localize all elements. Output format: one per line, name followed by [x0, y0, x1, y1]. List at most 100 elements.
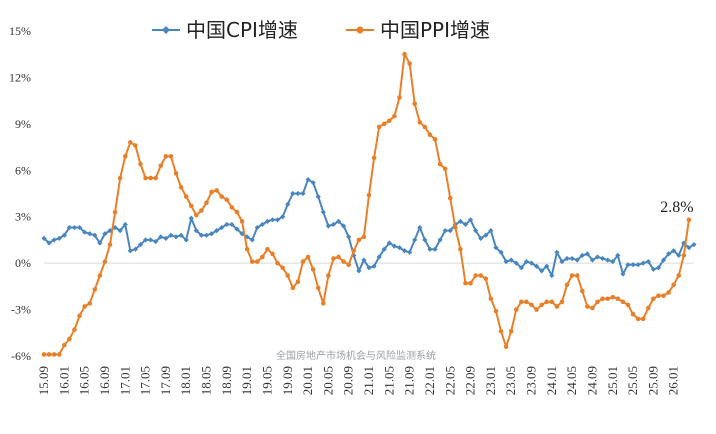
ppi-point — [204, 200, 209, 206]
ppi-point — [640, 316, 646, 322]
ppi-point — [138, 161, 143, 167]
cpi-point — [208, 231, 215, 237]
cpi-point — [320, 209, 326, 215]
x-tick-label: 21.01 — [361, 366, 376, 395]
cpi-point — [528, 260, 535, 266]
legend-marker-ppi — [356, 26, 364, 34]
cpi-point — [432, 246, 438, 252]
ppi-point — [478, 273, 484, 278]
cpi-point — [361, 257, 367, 263]
x-tick-label: 20.09 — [341, 366, 356, 395]
ppi-point — [305, 254, 311, 260]
ppi-point — [605, 296, 610, 302]
ppi-point — [366, 192, 372, 198]
ppi-point — [265, 246, 270, 252]
cpi-point — [579, 252, 585, 259]
ppi-point — [244, 246, 250, 252]
ppi-point — [92, 287, 98, 292]
cpi-point — [341, 223, 347, 229]
cpi-point — [422, 237, 428, 243]
ppi-point — [635, 316, 641, 322]
ppi-point — [610, 294, 616, 300]
cpi-point — [447, 228, 453, 234]
cpi-point — [173, 234, 179, 240]
cpi-point — [498, 249, 504, 255]
cpi-point — [295, 190, 301, 197]
ppi-point — [153, 175, 159, 181]
x-tick-label: 18.01 — [178, 366, 193, 395]
ppi-point — [473, 273, 478, 278]
cpi-point — [615, 252, 621, 259]
y-tick-label: 9% — [15, 117, 31, 131]
cpi-point — [254, 224, 260, 231]
ppi-point — [371, 155, 377, 161]
ppi-point — [46, 352, 52, 357]
cpi-point — [285, 201, 291, 207]
ppi-point — [402, 51, 407, 57]
cpi-point — [335, 218, 342, 224]
ppi-point — [97, 273, 103, 278]
x-tick-label: 16.09 — [97, 366, 112, 395]
series-cpi — [41, 176, 697, 279]
ppi-point — [285, 273, 291, 278]
cpi-point — [117, 228, 123, 234]
cpi-point — [56, 235, 62, 241]
ppi-point — [463, 280, 468, 286]
ppi-point — [214, 188, 219, 193]
ppi-point — [595, 299, 600, 305]
cpi-point — [168, 232, 174, 238]
ppi-point — [447, 195, 453, 201]
ppi-point — [107, 242, 113, 247]
legend-label-cpi: 中国CPI增速 — [186, 18, 298, 42]
cpi-point — [549, 272, 555, 279]
cpi-point — [229, 221, 235, 228]
x-tick-label: 25.05 — [625, 366, 640, 395]
cpi-point — [142, 237, 149, 243]
cpi-point — [523, 258, 530, 265]
legend-item-ppi: 中国PPI增速 — [346, 18, 490, 42]
cpi-point — [620, 271, 626, 277]
cpi-point — [686, 245, 692, 251]
cpi-point — [259, 221, 265, 228]
cpi-point — [325, 223, 331, 229]
cpi-point — [274, 217, 281, 223]
y-tick-label: -3% — [11, 303, 31, 317]
cpi-point — [559, 258, 565, 265]
cpi-point — [427, 246, 433, 252]
cpi-point — [635, 262, 641, 268]
series-ppi — [41, 51, 692, 357]
ppi-point — [412, 101, 418, 107]
x-tick-label: 21.05 — [381, 366, 396, 395]
ppi-point — [56, 352, 62, 357]
ppi-point — [508, 328, 514, 334]
ppi-point — [585, 304, 590, 309]
cpi-point — [599, 255, 606, 262]
ppi-point — [67, 336, 72, 342]
ppi-point — [346, 262, 351, 267]
ppi-point — [178, 185, 184, 190]
ppi-point — [524, 299, 529, 305]
x-tick-label: 16.01 — [56, 366, 71, 395]
legend-marker-cpi — [162, 26, 170, 34]
ppi-point — [422, 124, 428, 130]
y-tick-label: 12% — [9, 70, 31, 84]
ppi-point — [513, 307, 519, 312]
cpi-point — [660, 257, 667, 263]
x-tick-label: 24.01 — [544, 366, 559, 395]
cpi-point — [188, 215, 194, 221]
ppi-point — [432, 137, 438, 142]
ppi-point — [260, 254, 265, 260]
series-layer — [41, 51, 697, 357]
ppi-point — [376, 124, 382, 130]
ppi-point — [112, 209, 118, 215]
cpi-point — [132, 246, 139, 252]
x-tick-label: 19.05 — [259, 366, 274, 395]
cpi-point — [122, 221, 128, 228]
cpi-point — [127, 248, 133, 254]
ppi-point — [549, 299, 555, 305]
cpi-point — [457, 218, 464, 224]
ppi-point — [671, 282, 676, 288]
cpi-point — [280, 214, 286, 220]
ppi-point — [173, 171, 179, 176]
ppi-point — [341, 259, 346, 264]
